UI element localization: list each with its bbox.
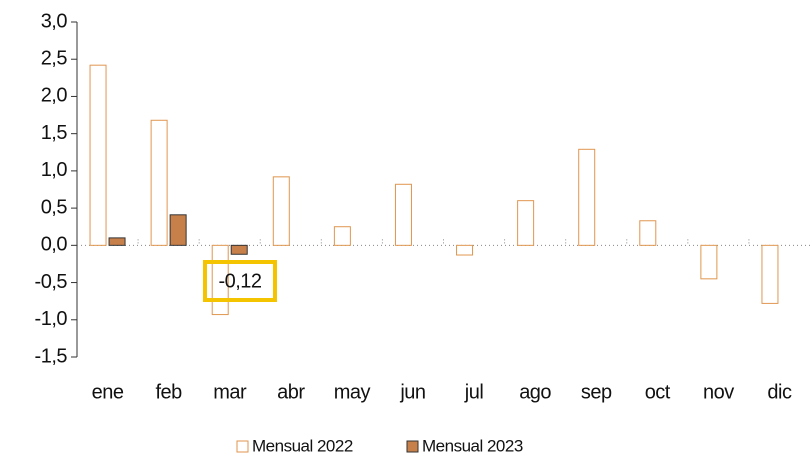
bar [333, 226, 351, 246]
y-tick-label: 2,0 [41, 85, 68, 107]
bar [272, 176, 290, 246]
x-tick-label: oct [645, 381, 671, 403]
x-tick-label: nov [703, 381, 734, 403]
x-tick-label: feb [155, 381, 182, 403]
bar [578, 148, 596, 246]
x-tick-label: ago [519, 381, 551, 403]
bar [394, 183, 412, 246]
bar [108, 237, 126, 246]
y-tick-label: 1,0 [41, 159, 68, 181]
y-tick-label: -1,5 [35, 345, 68, 367]
bar [456, 244, 474, 256]
bar [169, 214, 187, 246]
legend-label: Mensual 2022 [252, 436, 353, 455]
data-label: -0,12 [218, 270, 261, 292]
bar [639, 220, 657, 246]
bar [761, 244, 779, 304]
bar [230, 244, 248, 255]
y-tick-label: 0,5 [41, 196, 68, 218]
y-tick-label: -0,5 [35, 271, 68, 293]
y-tick-label: 0,0 [41, 234, 68, 256]
bar [700, 244, 718, 280]
highlight-box [203, 260, 277, 302]
legend-swatch [406, 440, 419, 453]
x-tick-label: dic [767, 381, 792, 403]
x-tick-label: ene [92, 381, 124, 403]
legend-label: Mensual 2023 [422, 436, 523, 455]
x-tick-label: may [334, 381, 371, 403]
legend-swatch [236, 440, 249, 453]
bar [517, 200, 535, 246]
x-tick-label: abr [277, 381, 305, 403]
y-tick-label: 3,0 [41, 10, 68, 32]
y-tick-label: 2,5 [41, 48, 68, 70]
x-tick-label: jul [464, 381, 484, 403]
x-tick-label: jun [399, 381, 425, 403]
x-tick-label: sep [581, 381, 612, 403]
bar [150, 119, 168, 246]
y-tick-label: 1,5 [41, 122, 68, 144]
x-tick-label: mar [213, 381, 247, 403]
bar [89, 64, 107, 246]
y-tick-label: -1,0 [35, 308, 68, 330]
